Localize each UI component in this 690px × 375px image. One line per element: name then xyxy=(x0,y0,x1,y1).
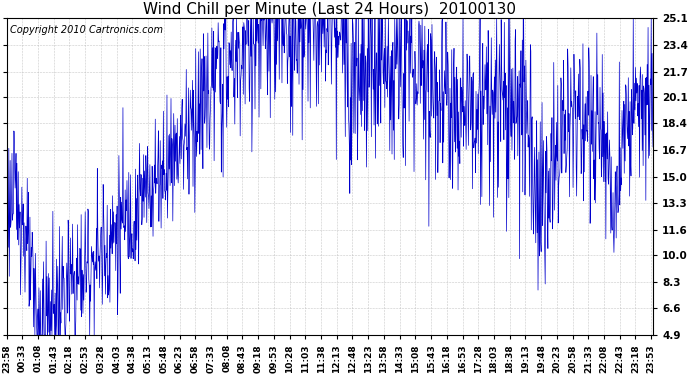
Title: Wind Chill per Minute (Last 24 Hours)  20100130: Wind Chill per Minute (Last 24 Hours) 20… xyxy=(144,2,516,17)
Text: Copyright 2010 Cartronics.com: Copyright 2010 Cartronics.com xyxy=(10,25,163,34)
